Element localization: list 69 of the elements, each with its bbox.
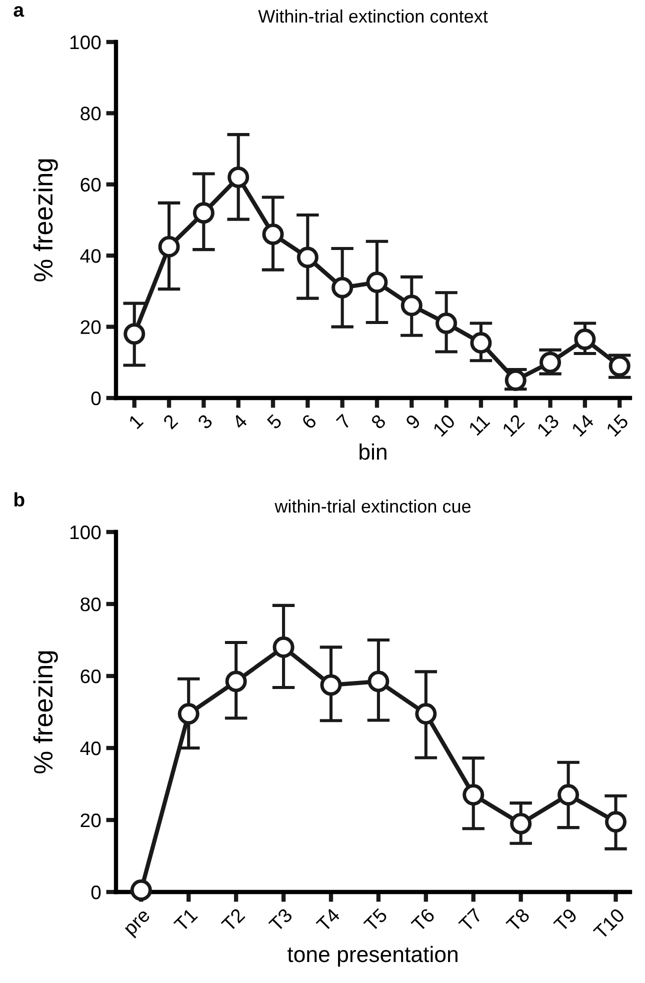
point <box>574 328 596 350</box>
y-tick-label: 60 <box>80 669 101 684</box>
y-tick-label: 100 <box>70 35 101 50</box>
chart-title: Within-trial extinction context <box>258 9 488 23</box>
x-tick-label: T7 <box>458 908 483 932</box>
x-tick-label: 2 <box>162 414 178 430</box>
point <box>436 312 458 334</box>
x-tick-label: T10 <box>592 907 626 940</box>
x-tick-label: T5 <box>363 908 388 932</box>
point <box>470 332 492 354</box>
text: a <box>14 6 24 17</box>
y-tick-label: 40 <box>80 741 101 756</box>
x-tick-label: 11 <box>468 414 490 436</box>
x-tick-label: 15 <box>606 414 630 437</box>
x-tick-label: 10 <box>432 413 456 437</box>
x-tick-label: T1 <box>173 908 198 932</box>
point <box>192 202 214 224</box>
point <box>296 246 318 268</box>
y-tick-label: 0 <box>91 391 101 406</box>
point <box>510 812 532 834</box>
x-tick-label: 12 <box>502 414 525 437</box>
x-tick-label: 7 <box>336 414 352 430</box>
y-axis-title: % freezing <box>33 159 58 282</box>
x-tick-label: 14 <box>571 413 595 437</box>
x-tick-label: 1 <box>128 414 144 430</box>
point <box>158 236 180 258</box>
point <box>124 323 146 345</box>
point <box>272 636 294 658</box>
point <box>558 784 580 806</box>
point <box>366 272 388 294</box>
x-tick-label: T2 <box>220 908 246 932</box>
chart-title: within-trial extinction cue <box>274 499 471 513</box>
point <box>228 166 250 188</box>
y-axis-title: % freezing <box>33 651 58 774</box>
x-tick-label: T4 <box>316 907 341 932</box>
x-tick-label: 8 <box>370 414 386 430</box>
x-tick-label: T8 <box>505 908 530 932</box>
x-axis-title: bin <box>360 443 386 460</box>
x-tick-label: 6 <box>301 414 318 430</box>
y-tick-label: 40 <box>80 249 101 263</box>
point <box>332 276 354 298</box>
x-tick-label: 13 <box>536 414 560 437</box>
x-tick-label: T3 <box>268 908 294 932</box>
y-tick-label: 20 <box>80 320 101 334</box>
point <box>320 674 342 696</box>
point <box>605 811 627 833</box>
y-tick-label: 80 <box>80 106 101 120</box>
x-tick-label: 3 <box>196 414 214 430</box>
point <box>178 703 200 725</box>
point <box>225 670 247 692</box>
y-tick-label: 60 <box>80 178 101 192</box>
x-tick-label: 4 <box>232 413 248 430</box>
y-tick-label: 100 <box>70 525 101 540</box>
y-tick-label: 80 <box>80 597 101 612</box>
text: b <box>14 492 24 507</box>
x-tick-label: T9 <box>552 908 578 932</box>
y-tick-label: 0 <box>91 885 101 900</box>
x-tick-label: 5 <box>266 414 283 430</box>
x-tick-label: T6 <box>410 908 436 932</box>
point <box>462 784 484 806</box>
point <box>130 879 152 901</box>
x-axis-title: tone presentation <box>287 946 458 967</box>
point <box>262 223 284 246</box>
point <box>368 670 390 692</box>
point <box>400 294 422 316</box>
point <box>415 703 437 725</box>
x-tick-label: 9 <box>405 414 422 430</box>
x-tick-label: pre <box>124 910 154 938</box>
y-tick-label: 20 <box>80 813 101 828</box>
